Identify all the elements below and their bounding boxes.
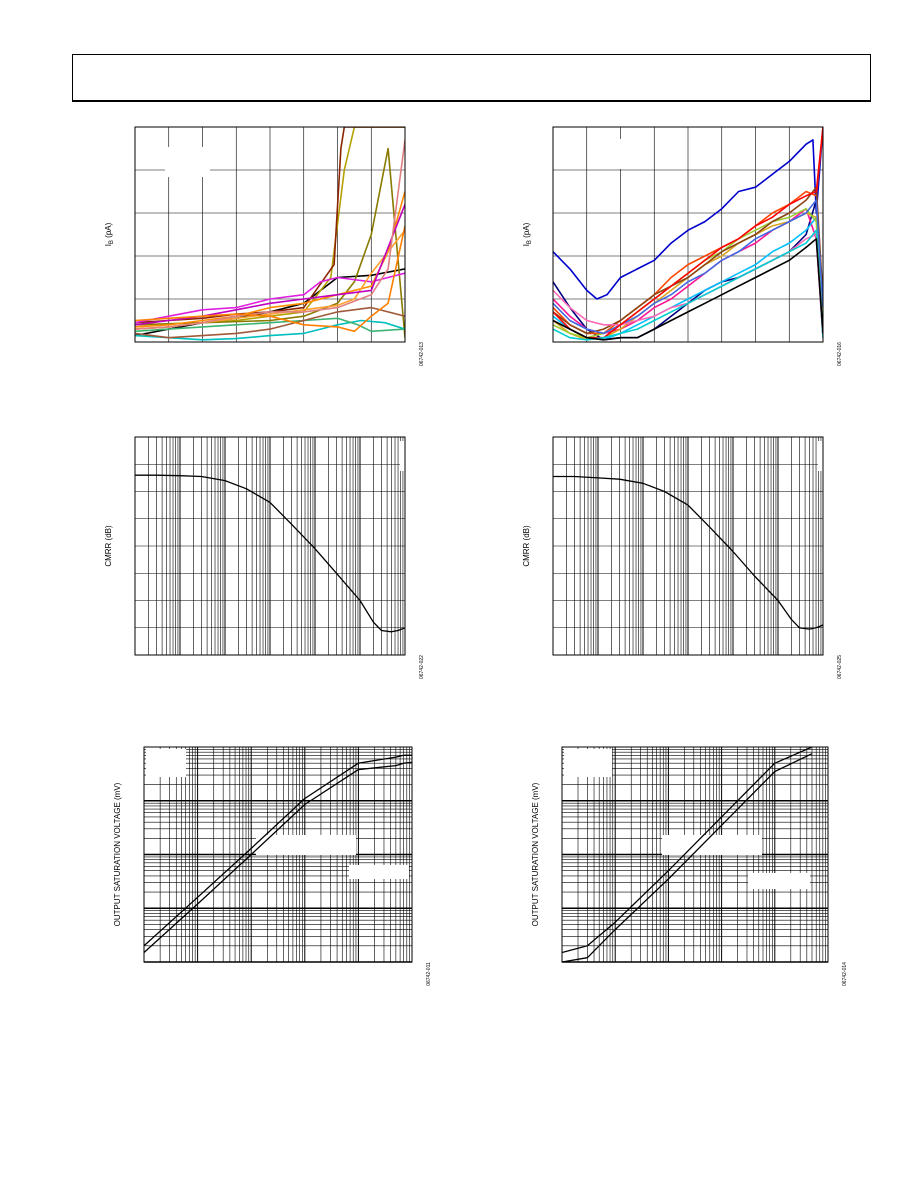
series-line-5 xyxy=(135,272,405,324)
bias-current-chart-left: IB (pA) 06742-013 xyxy=(104,126,425,366)
figure-code: 06742-014 xyxy=(842,962,848,986)
grid xyxy=(143,747,412,963)
y-axis-label-main: I xyxy=(522,244,531,246)
series-line-1 xyxy=(144,754,412,947)
output-saturation-chart-right: OUTPUT SATURATION VOLTAGE (mV) 06742-014 xyxy=(531,746,848,986)
y-axis-label-unit: (pA) xyxy=(522,222,531,240)
y-axis-label: OUTPUT SATURATION VOLTAGE (mV) xyxy=(113,782,122,926)
plot-frame xyxy=(134,436,406,656)
plot-frame xyxy=(552,126,824,343)
series-line-9 xyxy=(553,199,823,335)
annotation-box xyxy=(593,139,638,169)
cmrr-chart-right: CMRR (dB) 06742-025 xyxy=(522,436,858,679)
series-line-1 xyxy=(553,475,823,630)
plot-frame xyxy=(552,436,824,656)
y-axis-label-sub: B xyxy=(109,240,115,244)
annotation-box xyxy=(146,749,186,777)
grid xyxy=(134,126,406,343)
series-line-1 xyxy=(562,747,813,954)
plot-frame xyxy=(134,126,406,343)
series-line-2 xyxy=(144,761,412,953)
figure-code: 06742-025 xyxy=(837,655,843,679)
y-axis-label: IB (pA) xyxy=(522,222,533,246)
series-line-3 xyxy=(135,127,405,324)
series-line-10 xyxy=(135,319,405,341)
y-axis-label: IB (pA) xyxy=(104,222,115,246)
series-line-8 xyxy=(135,204,405,326)
plot-frame xyxy=(561,746,829,963)
output-saturation-chart-left: OUTPUT SATURATION VOLTAGE (mV) 06742-011 xyxy=(113,746,432,986)
cmrr-chart-left: CMRR (dB) 06742-022 xyxy=(104,436,440,679)
y-axis-label-unit: (pA) xyxy=(104,222,113,240)
series-line-12 xyxy=(553,229,823,341)
grid xyxy=(134,436,405,656)
annotation-box xyxy=(400,441,440,471)
grid xyxy=(552,436,823,656)
series-line-1 xyxy=(553,127,823,300)
annotation-box xyxy=(256,835,356,855)
series-line-1 xyxy=(135,474,405,633)
annotation-box xyxy=(165,147,210,177)
figure-code: 06742-013 xyxy=(419,342,425,366)
series-line-13 xyxy=(553,238,823,341)
annotation-box xyxy=(662,835,762,855)
series-line-13 xyxy=(135,225,405,333)
series-line-2 xyxy=(562,753,813,962)
series-line-11 xyxy=(135,317,405,333)
bias-current-chart-right: IB (pA) 06742-016 xyxy=(522,126,843,366)
page-header xyxy=(72,54,871,102)
plot-frame xyxy=(143,746,413,963)
y-axis-label-main: I xyxy=(104,244,113,246)
series-line-8 xyxy=(553,186,823,335)
series-line-12 xyxy=(135,306,405,339)
figure-code: 06742-016 xyxy=(837,342,843,366)
annotation-box xyxy=(349,865,409,879)
y-axis-label: CMRR (dB) xyxy=(522,525,531,567)
series-line-9 xyxy=(135,139,405,330)
figure-code: 06742-011 xyxy=(426,962,432,986)
y-axis-label: CMRR (dB) xyxy=(104,525,113,567)
annotation-box xyxy=(564,749,612,777)
annotation-box xyxy=(818,441,858,471)
y-axis-label-sub: B xyxy=(527,240,533,244)
figure-code: 06742-022 xyxy=(419,655,425,679)
y-axis-label: OUTPUT SATURATION VOLTAGE (mV) xyxy=(531,782,540,926)
series-line-4 xyxy=(135,147,405,338)
annotation-box xyxy=(748,873,810,889)
